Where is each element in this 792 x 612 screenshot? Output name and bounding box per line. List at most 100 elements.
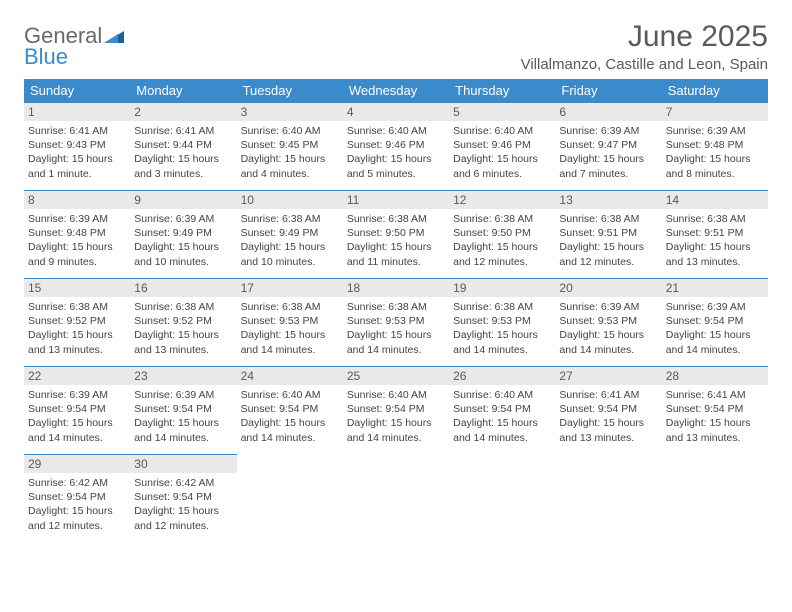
calendar-day-cell: 5 Sunrise: 6:40 AMSunset: 9:46 PMDaylight… [449, 102, 555, 190]
day-number: 19 [449, 279, 555, 297]
calendar-day-cell [343, 454, 449, 542]
calendar-week-row: 1 Sunrise: 6:41 AMSunset: 9:43 PMDaylight… [24, 102, 768, 190]
day-info: Sunrise: 6:40 AMSunset: 9:54 PMDaylight:… [347, 388, 445, 445]
calendar-day-cell: 3 Sunrise: 6:40 AMSunset: 9:45 PMDaylight… [237, 102, 343, 190]
day-info: Sunrise: 6:41 AMSunset: 9:43 PMDaylight:… [28, 124, 126, 181]
day-info: Sunrise: 6:38 AMSunset: 9:52 PMDaylight:… [134, 300, 232, 357]
day-info: Sunrise: 6:39 AMSunset: 9:48 PMDaylight:… [666, 124, 764, 181]
day-info: Sunrise: 6:38 AMSunset: 9:52 PMDaylight:… [28, 300, 126, 357]
day-number: 21 [662, 279, 768, 297]
day-info: Sunrise: 6:40 AMSunset: 9:54 PMDaylight:… [241, 388, 339, 445]
weekday-header: Friday [555, 79, 661, 102]
day-number: 25 [343, 367, 449, 385]
calendar-day-cell: 1 Sunrise: 6:41 AMSunset: 9:43 PMDaylight… [24, 102, 130, 190]
day-number: 10 [237, 191, 343, 209]
day-info: Sunrise: 6:41 AMSunset: 9:44 PMDaylight:… [134, 124, 232, 181]
day-info: Sunrise: 6:38 AMSunset: 9:49 PMDaylight:… [241, 212, 339, 269]
day-number: 11 [343, 191, 449, 209]
calendar-week-row: 15Sunrise: 6:38 AMSunset: 9:52 PMDayligh… [24, 278, 768, 366]
day-info: Sunrise: 6:42 AMSunset: 9:54 PMDaylight:… [134, 476, 232, 533]
calendar-day-cell: 2 Sunrise: 6:41 AMSunset: 9:44 PMDaylight… [130, 102, 236, 190]
calendar-day-cell [237, 454, 343, 542]
day-info: Sunrise: 6:38 AMSunset: 9:50 PMDaylight:… [453, 212, 551, 269]
calendar-day-cell: 13 Sunrise: 6:38 AMSunset: 9:51 PMDayligh… [555, 190, 661, 278]
day-number: 1 [24, 103, 130, 121]
calendar-table: Sunday Monday Tuesday Wednesday Thursday… [24, 79, 768, 542]
weekday-header: Tuesday [237, 79, 343, 102]
day-number: 29 [24, 455, 130, 473]
calendar-day-cell: 16 Sunrise: 6:38 AMSunset: 9:52 PMDayligh… [130, 278, 236, 366]
title-block: June 2025 Villalmanzo, Castille and Leon… [521, 20, 768, 73]
calendar-day-cell: 21Sunrise: 6:39 AMSunset: 9:54 PMDayligh… [662, 278, 768, 366]
day-number: 20 [555, 279, 661, 297]
calendar-day-cell: 6Sunrise: 6:39 AMSunset: 9:47 PMDaylight… [555, 102, 661, 190]
day-number: 28 [662, 367, 768, 385]
day-number: 17 [237, 279, 343, 297]
day-info: Sunrise: 6:38 AMSunset: 9:51 PMDaylight:… [559, 212, 657, 269]
day-number: 4 [343, 103, 449, 121]
day-number: 5 [449, 103, 555, 121]
day-info: Sunrise: 6:38 AMSunset: 9:53 PMDaylight:… [347, 300, 445, 357]
weekday-header: Saturday [662, 79, 768, 102]
brand-word2: Blue [24, 44, 68, 69]
day-info: Sunrise: 6:40 AMSunset: 9:54 PMDaylight:… [453, 388, 551, 445]
day-number: 7 [662, 103, 768, 121]
calendar-week-row: 8Sunrise: 6:39 AMSunset: 9:48 PMDaylight… [24, 190, 768, 278]
day-info: Sunrise: 6:40 AMSunset: 9:46 PMDaylight:… [453, 124, 551, 181]
day-number: 27 [555, 367, 661, 385]
brand-logo: General Blue [24, 20, 124, 68]
day-info: Sunrise: 6:39 AMSunset: 9:48 PMDaylight:… [28, 212, 126, 269]
day-number: 6 [555, 103, 661, 121]
calendar-day-cell: 26Sunrise: 6:40 AMSunset: 9:54 PMDayligh… [449, 366, 555, 454]
day-info: Sunrise: 6:39 AMSunset: 9:54 PMDaylight:… [28, 388, 126, 445]
calendar-day-cell: 23 Sunrise: 6:39 AMSunset: 9:54 PMDayligh… [130, 366, 236, 454]
weekday-header: Thursday [449, 79, 555, 102]
calendar-day-cell [449, 454, 555, 542]
weekday-header: Monday [130, 79, 236, 102]
day-number: 13 [555, 191, 661, 209]
brand-text: General Blue [24, 26, 124, 68]
day-info: Sunrise: 6:39 AMSunset: 9:54 PMDaylight:… [134, 388, 232, 445]
calendar-day-cell: 7 Sunrise: 6:39 AMSunset: 9:48 PMDaylight… [662, 102, 768, 190]
day-info: Sunrise: 6:42 AMSunset: 9:54 PMDaylight:… [28, 476, 126, 533]
day-info: Sunrise: 6:38 AMSunset: 9:51 PMDaylight:… [666, 212, 764, 269]
calendar-day-cell: 28 Sunrise: 6:41 AMSunset: 9:54 PMDayligh… [662, 366, 768, 454]
calendar-day-cell: 30Sunrise: 6:42 AMSunset: 9:54 PMDayligh… [130, 454, 236, 542]
calendar-day-cell: 18Sunrise: 6:38 AMSunset: 9:53 PMDayligh… [343, 278, 449, 366]
header: General Blue June 2025 Villalmanzo, Cast… [24, 20, 768, 73]
calendar-day-cell: 25 Sunrise: 6:40 AMSunset: 9:54 PMDayligh… [343, 366, 449, 454]
calendar-day-cell: 17Sunrise: 6:38 AMSunset: 9:53 PMDayligh… [237, 278, 343, 366]
calendar-week-row: 22Sunrise: 6:39 AMSunset: 9:54 PMDayligh… [24, 366, 768, 454]
day-info: Sunrise: 6:39 AMSunset: 9:49 PMDaylight:… [134, 212, 232, 269]
day-info: Sunrise: 6:40 AMSunset: 9:45 PMDaylight:… [241, 124, 339, 181]
weekday-header-row: Sunday Monday Tuesday Wednesday Thursday… [24, 79, 768, 102]
day-number: 22 [24, 367, 130, 385]
day-info: Sunrise: 6:38 AMSunset: 9:50 PMDaylight:… [347, 212, 445, 269]
calendar-day-cell: 19 Sunrise: 6:38 AMSunset: 9:53 PMDayligh… [449, 278, 555, 366]
day-number: 16 [130, 279, 236, 297]
calendar-day-cell: 11 Sunrise: 6:38 AMSunset: 9:50 PMDayligh… [343, 190, 449, 278]
weekday-header: Sunday [24, 79, 130, 102]
calendar-day-cell: 8Sunrise: 6:39 AMSunset: 9:48 PMDaylight… [24, 190, 130, 278]
calendar-day-cell: 29 Sunrise: 6:42 AMSunset: 9:54 PMDayligh… [24, 454, 130, 542]
brand-triangle-icon [104, 26, 124, 47]
month-title: June 2025 [521, 20, 768, 54]
day-info: Sunrise: 6:38 AMSunset: 9:53 PMDaylight:… [453, 300, 551, 357]
day-info: Sunrise: 6:39 AMSunset: 9:53 PMDaylight:… [559, 300, 657, 357]
calendar-day-cell: 9 Sunrise: 6:39 AMSunset: 9:49 PMDaylight… [130, 190, 236, 278]
weekday-header: Wednesday [343, 79, 449, 102]
calendar-day-cell [555, 454, 661, 542]
day-number: 12 [449, 191, 555, 209]
day-number: 23 [130, 367, 236, 385]
day-number: 9 [130, 191, 236, 209]
day-info: Sunrise: 6:41 AMSunset: 9:54 PMDaylight:… [559, 388, 657, 445]
day-info: Sunrise: 6:41 AMSunset: 9:54 PMDaylight:… [666, 388, 764, 445]
calendar-day-cell: 22 Sunrise: 6:39 AMSunset: 9:54 PMDayligh… [24, 366, 130, 454]
day-number: 24 [237, 367, 343, 385]
day-number: 3 [237, 103, 343, 121]
day-number: 2 [130, 103, 236, 121]
calendar-day-cell: 12 Sunrise: 6:38 AMSunset: 9:50 PMDayligh… [449, 190, 555, 278]
calendar-day-cell: 14Sunrise: 6:38 AMSunset: 9:51 PMDayligh… [662, 190, 768, 278]
calendar-week-row: 29Sunrise: 6:42 AMSunset: 9:54 PMDayligh… [24, 454, 768, 542]
location-text: Villalmanzo, Castille and Leon, Spain [521, 56, 768, 73]
